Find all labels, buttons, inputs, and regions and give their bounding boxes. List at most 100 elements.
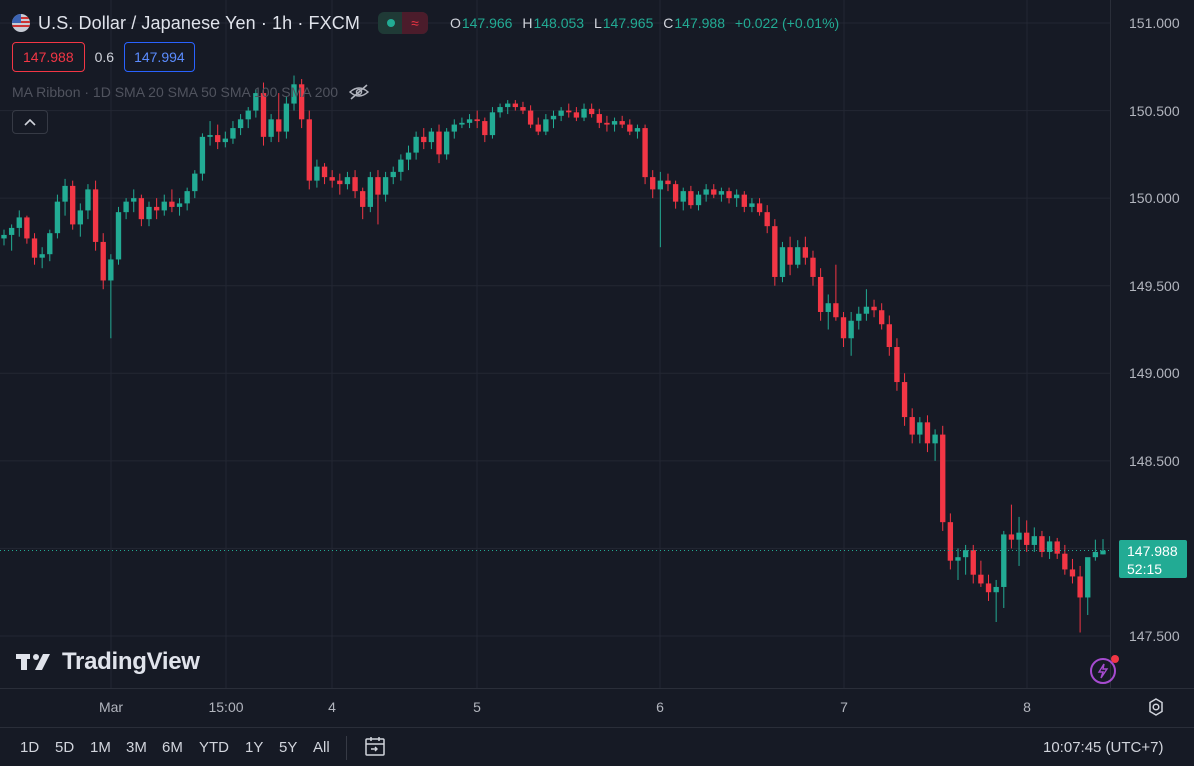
lightning-icon[interactable] <box>1090 655 1119 684</box>
last-price-label: 147.988 52:15 <box>1119 540 1187 578</box>
candle-down <box>741 194 747 207</box>
tradingview-logo[interactable]: TradingView <box>16 648 200 676</box>
candle-down <box>298 84 305 120</box>
candle-down <box>833 303 839 318</box>
candle-up <box>1092 551 1099 558</box>
candle-up <box>795 247 801 265</box>
candle-up <box>146 206 152 220</box>
candle-down <box>665 180 671 185</box>
candle-up <box>1016 532 1022 540</box>
candle-down <box>566 110 572 113</box>
candle-down <box>92 189 99 242</box>
candle-down <box>1039 536 1045 552</box>
candle-down <box>1054 541 1060 554</box>
time-axis[interactable]: Mar 15:00 4 5 6 7 8 <box>0 688 1194 727</box>
candle-up <box>283 103 290 132</box>
range-5d-button[interactable]: 5D <box>55 739 75 756</box>
gear-icon[interactable] <box>1146 697 1166 717</box>
candle-down <box>970 550 976 575</box>
clock-timezone[interactable]: 10:07:45 (UTC+7) <box>1043 739 1164 756</box>
candle-down <box>985 583 992 593</box>
candle-down <box>726 191 732 199</box>
candle-down <box>588 108 595 115</box>
candle-up <box>77 210 83 225</box>
candle-up <box>1085 557 1091 598</box>
price-chart[interactable] <box>0 0 1110 688</box>
candle-down <box>871 306 877 311</box>
candle-up <box>917 422 923 435</box>
candle-up <box>123 201 129 213</box>
candle-down <box>978 574 984 584</box>
sell-price-button[interactable]: 147.988 <box>12 42 85 72</box>
candle-down <box>169 201 175 207</box>
candle-up <box>657 180 664 190</box>
chart-area[interactable] <box>0 0 1110 688</box>
candle-up <box>955 557 961 561</box>
candle-up <box>856 313 862 321</box>
candle-up <box>245 110 251 120</box>
indicator-label[interactable]: MA Ribbon · 1D SMA 20 SMA 50 SMA 100 SMA… <box>12 84 339 100</box>
range-ytd-button[interactable]: YTD <box>199 739 229 756</box>
time-tick-label: 6 <box>656 699 664 715</box>
candle-down <box>520 107 526 111</box>
candle-down <box>337 180 343 185</box>
range-1m-button[interactable]: 1M <box>90 739 111 756</box>
range-1d-button[interactable]: 1D <box>20 739 40 756</box>
go-to-date-icon[interactable] <box>364 736 388 758</box>
time-tick-label: 8 <box>1023 699 1031 715</box>
candle-down <box>596 114 602 123</box>
candle-up <box>993 586 999 593</box>
price-axis[interactable]: 151.000 150.500 150.000 149.500 149.000 148.5… <box>1110 0 1194 688</box>
candle-down <box>940 434 946 523</box>
eye-hidden-icon[interactable] <box>348 84 370 100</box>
candle-up <box>848 320 854 339</box>
candle-down <box>672 184 679 202</box>
candle-up <box>443 131 450 155</box>
range-6m-button[interactable]: 6M <box>162 739 183 756</box>
candle-up <box>428 131 435 143</box>
candle-up <box>382 177 389 195</box>
bottom-toolbar: 1D 5D 1M 3M 6M YTD 1Y 5Y All 10:07:45 (U… <box>0 727 1194 766</box>
buy-price-button[interactable]: 147.994 <box>124 42 195 72</box>
candle-up <box>1046 541 1053 552</box>
range-3m-button[interactable]: 3M <box>126 739 147 756</box>
range-1y-button[interactable]: 1Y <box>245 739 264 756</box>
tradingview-logo-icon <box>16 654 50 670</box>
price-tick-label: 151.000 <box>1129 15 1180 31</box>
range-5y-button[interactable]: 5Y <box>279 739 298 756</box>
candle-up <box>1001 534 1007 587</box>
candle-down <box>260 93 267 137</box>
candle-down <box>329 177 335 181</box>
candle-up <box>344 177 351 185</box>
candle-up <box>390 171 396 178</box>
candles <box>1 75 1106 633</box>
candle-down <box>711 189 717 195</box>
candle-up <box>176 203 183 207</box>
candle-up <box>47 233 53 255</box>
candle-up <box>505 103 511 108</box>
symbol-title[interactable]: U.S. Dollar / Japanese Yen · 1h · FXCM <box>38 12 360 33</box>
candle-up <box>398 159 404 172</box>
candle-down <box>688 191 694 206</box>
candle-up <box>695 194 702 206</box>
spread-value: 0.6 <box>94 49 115 65</box>
candle-up <box>962 550 969 558</box>
candle-down <box>879 310 885 325</box>
price-tick-label: 150.000 <box>1129 190 1180 207</box>
collapse-legend-button[interactable] <box>12 110 48 134</box>
candle-up <box>268 119 274 137</box>
range-all-button[interactable]: All <box>313 739 330 756</box>
candle-down <box>901 382 908 418</box>
candle-down <box>436 131 442 155</box>
candle-down <box>70 185 76 225</box>
candle-up <box>253 93 259 111</box>
candle-down <box>100 241 106 281</box>
candle-up <box>131 198 137 202</box>
time-tick-label: 5 <box>473 699 481 715</box>
candle-up <box>863 306 870 314</box>
chart-legend: U.S. Dollar / Japanese Yen · 1h · FXCM ≈… <box>12 10 845 134</box>
market-status-pill[interactable]: ≈ <box>377 12 428 34</box>
candle-down <box>24 217 30 239</box>
candle-up <box>367 177 374 207</box>
candle-up <box>237 119 244 129</box>
